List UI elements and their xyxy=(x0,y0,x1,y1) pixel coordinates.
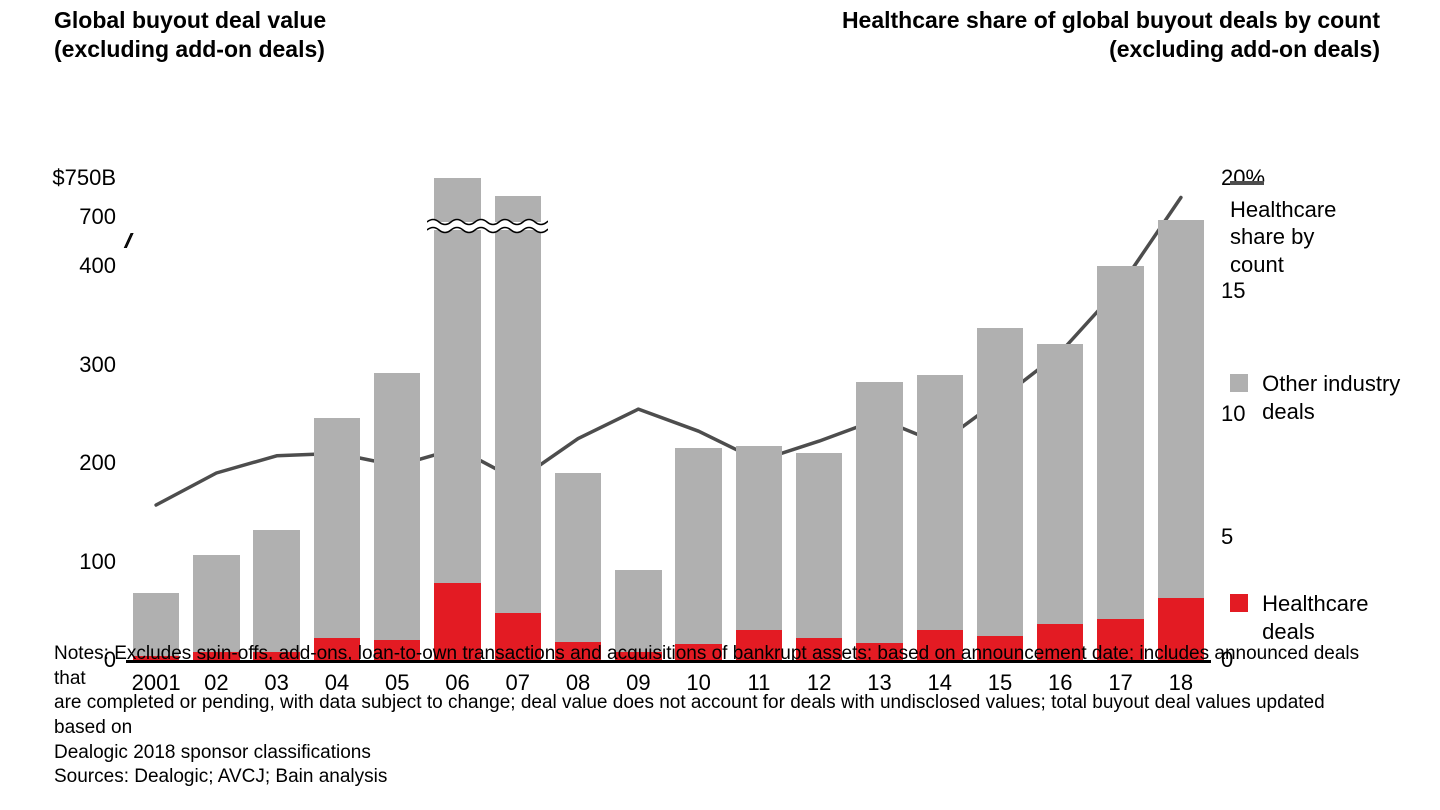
bar-slot: 05 xyxy=(367,168,427,660)
legend-line-text: Healthcare share by count xyxy=(1230,196,1370,279)
bar-slot: 06 xyxy=(427,168,487,660)
legend-line-sample xyxy=(1230,181,1264,185)
legend-line: Healthcare share by count xyxy=(1230,168,1410,278)
note-line1: Notes: Excludes spin-offs, add-ons, loan… xyxy=(54,643,1359,689)
bar-other xyxy=(615,570,661,653)
bar-other xyxy=(1037,344,1083,623)
legend-other-text: Other industry deals xyxy=(1262,370,1402,425)
y-left-tick-700: 700 xyxy=(79,204,116,230)
note-line2: are completed or pending, with data subj… xyxy=(54,692,1325,738)
bar-other xyxy=(675,448,721,644)
y-left-tick: 400 xyxy=(79,253,116,279)
bar-other xyxy=(555,473,601,642)
bar-other xyxy=(977,328,1023,636)
bar-other xyxy=(1158,220,1204,598)
bar-slot: 18 xyxy=(1151,168,1211,660)
bar-slot: 12 xyxy=(789,168,849,660)
bar-slot: 2001 xyxy=(126,168,186,660)
y-left-unit: $750B xyxy=(52,165,116,191)
bar-other xyxy=(314,418,360,638)
legend-healthcare-text: Healthcare deals xyxy=(1262,590,1402,645)
title-right-line2: (excluding add-on deals) xyxy=(1109,36,1380,62)
bar-other xyxy=(1097,266,1143,618)
note-sources: Sources: Dealogic; AVCJ; Bain analysis xyxy=(54,766,387,787)
bar-slot: 08 xyxy=(548,168,608,660)
bar-slot: 04 xyxy=(307,168,367,660)
title-right: Healthcare share of global buyout deals … xyxy=(842,6,1380,64)
bar-slot: 17 xyxy=(1090,168,1150,660)
bar-slot: 03 xyxy=(247,168,307,660)
legend-other: Other industry deals xyxy=(1230,370,1410,425)
title-right-line1: Healthcare share of global buyout deals … xyxy=(842,7,1380,33)
bar-other xyxy=(495,196,541,613)
y-right-tick: 15 xyxy=(1221,278,1245,304)
footnotes: Notes: Excludes spin-offs, add-ons, loan… xyxy=(54,642,1380,790)
bar-slot: 13 xyxy=(849,168,909,660)
bar-slot: 16 xyxy=(1030,168,1090,660)
bar-slot: 14 xyxy=(910,168,970,660)
legend-other-swatch xyxy=(1230,374,1248,392)
bar-other xyxy=(434,178,480,583)
title-left: Global buyout deal value (excluding add-… xyxy=(54,6,326,64)
bar-slot: 02 xyxy=(186,168,246,660)
bar-other xyxy=(736,446,782,630)
bar-slot: 10 xyxy=(669,168,729,660)
bar-slot: 11 xyxy=(729,168,789,660)
plot-region: 0100200300400700//$750B05101520%20010203… xyxy=(126,168,1211,663)
chart-area: 0100200300400700//$750B05101520%20010203… xyxy=(126,100,1211,660)
title-left-line1: Global buyout deal value xyxy=(54,7,326,33)
title-left-line2: (excluding add-on deals) xyxy=(54,36,325,62)
note-line3: Dealogic 2018 sponsor classifications xyxy=(54,742,371,763)
bar-other xyxy=(193,555,239,652)
y-left-tick: 100 xyxy=(79,549,116,575)
chart-container: Global buyout deal value (excluding add-… xyxy=(0,0,1440,810)
bar-other xyxy=(917,375,963,631)
legend-healthcare: Healthcare deals xyxy=(1230,590,1410,645)
bar-other xyxy=(856,382,902,644)
bar-slot: 15 xyxy=(970,168,1030,660)
y-left-tick: 200 xyxy=(79,450,116,476)
y-right-tick: 5 xyxy=(1221,524,1233,550)
bar-other xyxy=(253,530,299,652)
y-left-tick: 300 xyxy=(79,352,116,378)
bar-other xyxy=(374,373,420,641)
legend-healthcare-swatch xyxy=(1230,594,1248,612)
bar-slot: 07 xyxy=(488,168,548,660)
bar-other xyxy=(796,453,842,638)
bar-slot: 09 xyxy=(608,168,668,660)
